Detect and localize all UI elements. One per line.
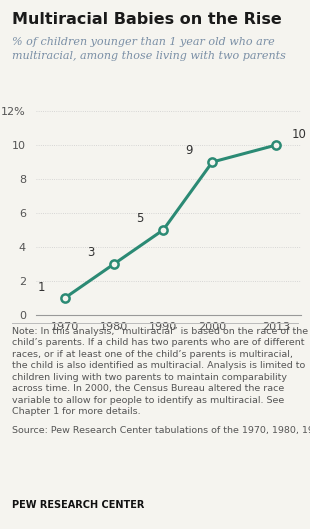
Point [161, 226, 166, 234]
Text: PEW RESEARCH CENTER: PEW RESEARCH CENTER [12, 500, 145, 510]
Text: % of children younger than 1 year old who are
multiracial, among those living wi: % of children younger than 1 year old wh… [12, 37, 286, 61]
Text: Source: Pew Research Center tabulations of the 1970, 1980, 1990 and 2000 censuse: Source: Pew Research Center tabulations … [12, 426, 310, 435]
Text: 1: 1 [38, 280, 46, 294]
Text: 3: 3 [87, 246, 95, 259]
Point [112, 260, 117, 268]
Point [274, 141, 279, 149]
Text: 9: 9 [185, 144, 193, 157]
Text: 5: 5 [136, 212, 144, 225]
Text: Multiracial Babies on the Rise: Multiracial Babies on the Rise [12, 12, 282, 26]
Point [63, 294, 68, 302]
Point [210, 158, 215, 166]
Text: 10: 10 [292, 128, 307, 141]
Text: Note: In this analysis, “multiracial” is based on the race of the child’s parent: Note: In this analysis, “multiracial” is… [12, 327, 308, 416]
